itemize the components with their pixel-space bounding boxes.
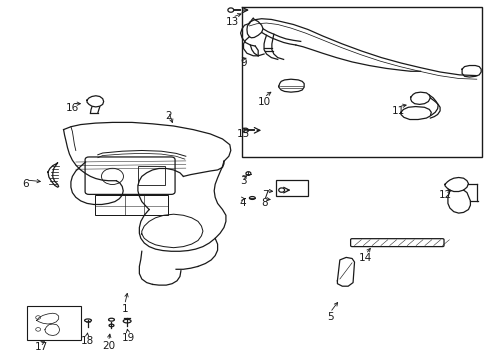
Text: 17: 17 <box>35 342 48 352</box>
Text: 11: 11 <box>391 106 405 116</box>
Bar <box>95 195 167 215</box>
Text: 20: 20 <box>102 341 115 351</box>
Bar <box>27 306 81 340</box>
Text: 7: 7 <box>261 190 268 200</box>
Text: 8: 8 <box>261 198 268 208</box>
Text: 2: 2 <box>165 111 172 121</box>
Text: 12: 12 <box>437 190 451 200</box>
Text: 15: 15 <box>236 129 250 139</box>
Text: 13: 13 <box>225 17 239 27</box>
Text: 4: 4 <box>239 198 245 208</box>
Text: 10: 10 <box>257 96 270 107</box>
Text: 18: 18 <box>80 336 94 346</box>
Bar <box>138 166 164 185</box>
Bar <box>276 180 307 196</box>
Text: 1: 1 <box>121 304 128 314</box>
Bar <box>242 7 481 157</box>
Text: 9: 9 <box>240 58 246 68</box>
Text: 16: 16 <box>65 103 79 113</box>
Text: 5: 5 <box>326 312 333 322</box>
Text: 3: 3 <box>240 176 246 186</box>
Text: 14: 14 <box>358 253 372 264</box>
Text: 6: 6 <box>22 179 29 189</box>
Text: 19: 19 <box>121 333 135 343</box>
